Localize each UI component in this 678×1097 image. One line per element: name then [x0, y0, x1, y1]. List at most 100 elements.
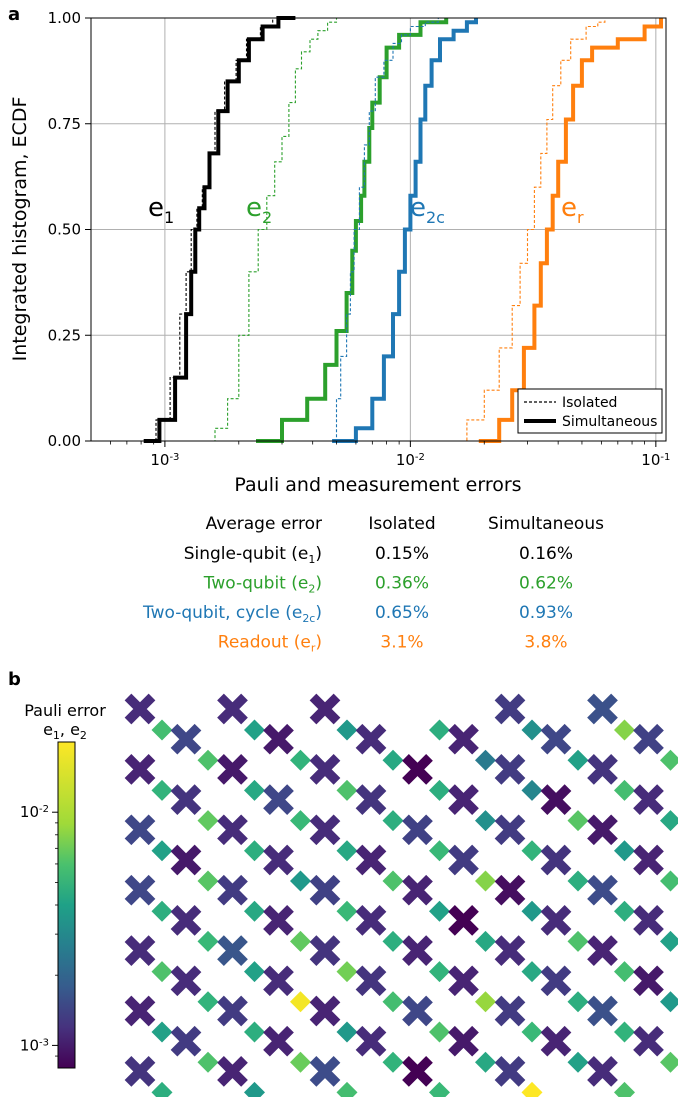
- table-cell-simultaneous: 0.16%: [519, 544, 573, 564]
- coupler-marker: [521, 719, 543, 741]
- curve-annotations: e1 e2 e2c er: [148, 193, 584, 227]
- qubit-marker: [540, 1025, 572, 1057]
- coupler-marker: [197, 810, 219, 832]
- panel-b-label: b: [8, 669, 21, 690]
- qubit-marker: [402, 935, 433, 966]
- coupler-marker: [614, 840, 635, 862]
- qubit-marker: [494, 995, 526, 1027]
- coupler-marker: [475, 810, 496, 832]
- coupler-marker: [382, 930, 404, 952]
- coupler-marker: [521, 1021, 543, 1043]
- qubit-marker: [540, 723, 572, 755]
- table-cell-isolated: 0.36%: [375, 574, 429, 594]
- legend: Isolated Simultaneous: [517, 388, 663, 434]
- qubit-marker: [587, 995, 618, 1027]
- coupler-marker: [336, 1081, 358, 1097]
- coupler-marker: [336, 900, 358, 922]
- coupler-marker: [244, 719, 265, 741]
- qubit-marker: [494, 874, 526, 906]
- coupler-marker: [290, 810, 311, 832]
- y-tick-label: 0.25: [48, 326, 81, 344]
- coupler-marker: [151, 840, 173, 862]
- axis-ticks: 10-3 10-2 10-1 0.00 0.25 0.50 0.75 1.00: [48, 9, 671, 469]
- qubit-marker: [170, 723, 202, 755]
- coupler-marker: [244, 1021, 265, 1043]
- qubit-marker: [355, 723, 387, 755]
- coupler-marker: [244, 779, 265, 801]
- table-row: Two-qubit (e2) 0.36% 0.62%: [203, 574, 573, 596]
- legend-isolated-label: Isolated: [562, 395, 617, 411]
- coupler-marker: [660, 1051, 678, 1073]
- annotation-e1: e1: [148, 193, 174, 227]
- qubit-marker: [402, 1056, 433, 1087]
- coupler-marker: [244, 900, 265, 922]
- coupler-marker: [614, 1081, 635, 1097]
- coupler-marker: [336, 1021, 358, 1043]
- qubit-marker: [540, 844, 572, 876]
- table-row: Two-qubit, cycle (e2c) 0.65% 0.93%: [142, 603, 573, 625]
- ecdf-e2c-simultaneous-line: [332, 18, 478, 443]
- qubit-marker: [170, 784, 202, 815]
- coupler-marker: [151, 779, 173, 801]
- ecdf-er-isolated-line: [442, 18, 606, 442]
- qubit-marker: [494, 693, 526, 725]
- qubit-marker: [263, 844, 294, 876]
- coupler-marker: [429, 1081, 450, 1097]
- coupler-marker: [521, 1081, 543, 1097]
- qubit-marker: [263, 965, 294, 997]
- table-row-label: Readout (er): [218, 633, 322, 655]
- coupler-marker: [290, 870, 311, 892]
- colorbar: Pauli error e1, e2 10-3 10-2: [20, 701, 106, 1069]
- colorbar-gradient: [57, 741, 76, 1069]
- coupler-marker: [567, 1051, 589, 1073]
- coupler-marker: [521, 900, 543, 922]
- coupler-marker: [151, 719, 173, 741]
- qubit-marker: [309, 995, 341, 1027]
- coupler-marker: [429, 961, 450, 983]
- colorbar-subtitle: e1, e2: [43, 720, 87, 742]
- x-axis-label: Pauli and measurement errors: [234, 474, 521, 496]
- qubit-marker: [587, 754, 618, 785]
- qubit-marker: [309, 814, 341, 846]
- coupler-marker: [567, 749, 589, 771]
- y-axis-label: Integrated histogram, ECDF: [9, 97, 31, 362]
- qubit-marker: [355, 965, 387, 997]
- coupler-marker: [614, 900, 635, 922]
- table-row: Single-qubit (e1) 0.15% 0.16%: [184, 544, 573, 566]
- coupler-marker: [197, 749, 219, 771]
- qubit-marker: [263, 905, 294, 936]
- ecdf-series: [141, 16, 663, 443]
- coupler-marker: [660, 810, 678, 832]
- qubit-marker: [494, 1056, 526, 1087]
- coupler-marker: [660, 870, 678, 892]
- coupler-marker: [567, 870, 589, 892]
- coupler-marker: [151, 1021, 173, 1043]
- coupler-marker: [475, 870, 496, 892]
- table-header-row: Average error Isolated Simultaneous: [206, 514, 604, 534]
- table-row-label: Two-qubit (e2): [203, 574, 322, 596]
- qubit-marker: [587, 1056, 618, 1087]
- qubit-marker: [448, 844, 479, 876]
- qubit-marker: [633, 905, 664, 936]
- qubit-marker: [633, 844, 664, 876]
- coupler-marker: [244, 840, 265, 862]
- qubit-marker: [124, 874, 156, 906]
- coupler-marker: [614, 1021, 635, 1043]
- coupler-marker: [197, 1051, 219, 1073]
- coupler-marker: [290, 991, 311, 1013]
- qubit-marker: [494, 814, 526, 846]
- qubit-marker: [170, 1025, 202, 1057]
- ecdf-e2-simultaneous-line: [256, 18, 449, 443]
- qubit-marker: [170, 965, 202, 997]
- x-tick-label: 10-3: [150, 451, 179, 469]
- table-row: Readout (er) 3.1% 3.8%: [218, 633, 568, 655]
- qubit-marker: [124, 995, 156, 1027]
- colorbar-tick-label: 10-2: [20, 803, 49, 821]
- average-error-table: Average error Isolated Simultaneous Single-…: [142, 514, 604, 655]
- colorbar-ticks: 10-3 10-2: [20, 803, 58, 1057]
- qubit-marker: [217, 935, 248, 966]
- coupler-marker: [197, 930, 219, 952]
- table-header-cell: Simultaneous: [488, 514, 604, 534]
- coupler-marker: [521, 779, 543, 801]
- qubit-marker: [217, 995, 248, 1027]
